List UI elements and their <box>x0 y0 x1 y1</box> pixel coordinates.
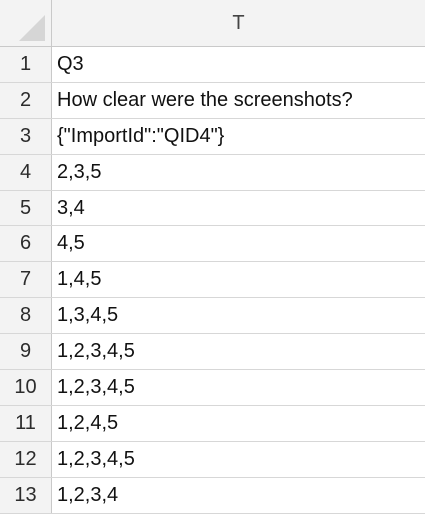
row-header[interactable]: 6 <box>0 226 52 262</box>
table-row: 5 3,4 <box>0 190 425 227</box>
table-row: 13 1,2,3,4 <box>0 477 425 514</box>
row-header[interactable]: 10 <box>0 370 52 405</box>
table-row: 9 1,2,3,4,5 <box>0 334 425 371</box>
select-all-triangle-icon <box>19 15 45 41</box>
row-header[interactable]: 3 <box>0 118 52 154</box>
row-header[interactable]: 9 <box>0 334 52 370</box>
table-row: 1 Q3 <box>0 47 425 83</box>
table-row: 7 1,4,5 <box>0 262 425 299</box>
cell[interactable]: How clear were the screenshots? <box>57 88 353 111</box>
cell[interactable]: 1,2,3,4,5 <box>57 375 135 398</box>
table-row: 8 1,3,4,5 <box>0 298 425 335</box>
row-header[interactable]: 2 <box>0 82 52 118</box>
row-header[interactable]: 12 <box>0 441 52 477</box>
table-row: 4 2,3,5 <box>0 154 425 191</box>
cell[interactable]: 1,2,3,4,5 <box>57 340 135 363</box>
cell[interactable]: 1,2,3,4,5 <box>57 447 135 470</box>
cell[interactable]: 1,2,4,5 <box>57 411 119 434</box>
row-header[interactable]: 8 <box>0 298 52 334</box>
cell[interactable]: 1,3,4,5 <box>57 304 119 327</box>
table-row: 3 {"ImportId":"QID4"} <box>0 118 425 155</box>
table-row: 11 1,2,4,5 <box>0 405 425 442</box>
cell[interactable]: 4,5 <box>57 232 85 255</box>
column-header-t[interactable]: T <box>232 11 245 34</box>
cell[interactable]: 1,4,5 <box>57 268 102 291</box>
cell[interactable]: 1,2,3,4 <box>57 483 119 506</box>
row-header[interactable]: 4 <box>0 154 52 190</box>
table-row: 12 1,2,3,4,5 <box>0 441 425 478</box>
table-row: 10 1,2,3,4,5 <box>0 370 425 406</box>
cell[interactable]: 2,3,5 <box>57 160 102 183</box>
select-all-corner[interactable] <box>0 0 52 46</box>
row-header[interactable]: 7 <box>0 262 52 298</box>
table-row: 2 How clear were the screenshots? <box>0 82 425 119</box>
row-header[interactable]: 11 <box>0 405 52 441</box>
row-header[interactable]: 1 <box>0 47 52 82</box>
cell[interactable]: Q3 <box>57 52 84 75</box>
cell[interactable]: 3,4 <box>57 196 85 219</box>
column-header-row: T <box>0 0 425 47</box>
row-header[interactable]: 5 <box>0 190 52 226</box>
cell[interactable]: {"ImportId":"QID4"} <box>57 124 225 147</box>
table-row: 6 4,5 <box>0 226 425 263</box>
row-header[interactable]: 13 <box>0 477 52 513</box>
